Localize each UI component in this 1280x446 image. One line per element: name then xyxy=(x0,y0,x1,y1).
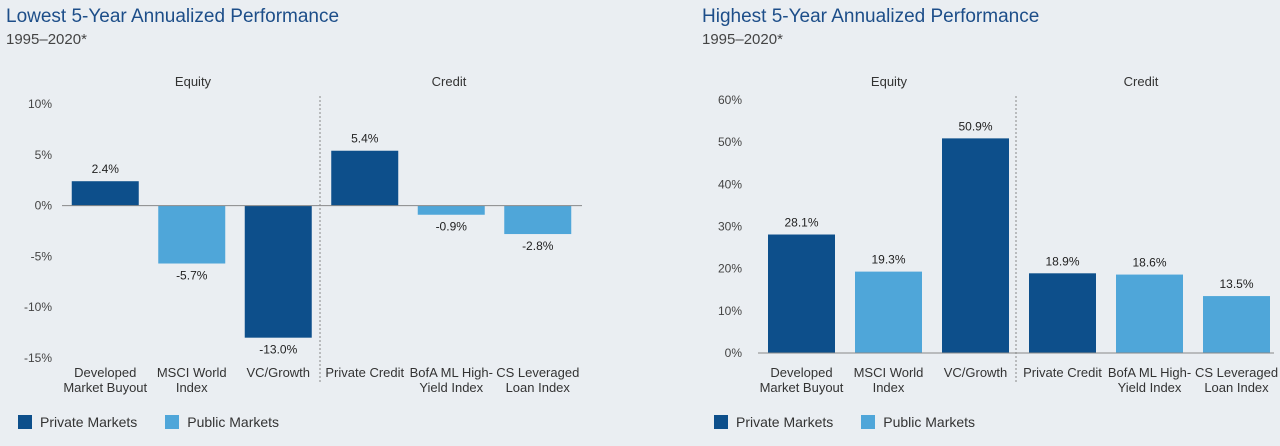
category-label-line: Yield Index xyxy=(419,380,483,395)
category-label-line: MSCI World xyxy=(157,365,227,380)
category-label-line: Loan Index xyxy=(1204,380,1269,395)
category-label: Private Credit xyxy=(325,365,404,380)
chart-legend: Private Markets Public Markets xyxy=(714,414,975,430)
bar xyxy=(942,138,1009,353)
data-label: -2.8% xyxy=(522,239,554,253)
data-label: 19.3% xyxy=(871,253,905,267)
y-tick-label: -5% xyxy=(31,249,53,263)
y-tick-label: 5% xyxy=(35,148,53,162)
data-label: 5.4% xyxy=(351,132,379,146)
category-label-line: BofA ML High- xyxy=(1108,365,1191,380)
legend-item-private: Private Markets xyxy=(18,414,137,430)
y-tick-label: -15% xyxy=(24,351,52,365)
category-label: MSCI World Index xyxy=(854,365,924,395)
bar xyxy=(158,205,226,264)
legend-swatch-private xyxy=(714,415,728,429)
category-label: Private Credit xyxy=(1023,365,1102,380)
data-label: -0.9% xyxy=(436,220,468,234)
data-label: 2.4% xyxy=(92,162,120,176)
category-label-line: BofA ML High- xyxy=(410,365,493,380)
group-label: Equity xyxy=(871,74,908,89)
data-label: 13.5% xyxy=(1219,277,1253,291)
bar xyxy=(768,234,835,353)
category-label: Developed Market Buyout xyxy=(63,365,147,395)
group-label: Credit xyxy=(432,74,467,89)
highest-performance-panel: Highest 5-Year Annualized Performance 19… xyxy=(640,0,1280,446)
legend-label-private: Private Markets xyxy=(40,414,138,430)
category-label-line: VC/Growth xyxy=(246,365,310,380)
data-label: -13.0% xyxy=(259,343,297,357)
category-label-line: Market Buyout xyxy=(760,380,844,395)
bar xyxy=(417,205,485,215)
lowest-performance-chart: 10% 5% 0% -5% -10% -15% Equity Credit 2.4% -5.7% -… xyxy=(24,74,582,395)
legend-item-private: Private Markets xyxy=(714,414,833,430)
category-label-line: Yield Index xyxy=(1118,380,1182,395)
y-tick-label: 50% xyxy=(718,135,742,149)
lowest-performance-panel: Lowest 5-Year Annualized Performance 199… xyxy=(6,6,582,430)
category-label-line: Developed xyxy=(74,365,136,380)
group-label: Credit xyxy=(1124,74,1159,89)
highest-performance-chart: 60% 50% 40% 30% 20% 10% 0% Equity Credit 28.1% 19.… xyxy=(718,74,1278,395)
category-label-line: Private Credit xyxy=(325,365,404,380)
bar xyxy=(1029,273,1096,353)
category-label: BofA ML High-Yield Index xyxy=(1108,365,1191,395)
legend-label-public: Public Markets xyxy=(883,414,976,430)
category-label: VC/Growth xyxy=(246,365,310,380)
category-label-line: VC/Growth xyxy=(944,365,1008,380)
bar xyxy=(1116,274,1183,353)
category-label-line: Developed xyxy=(770,365,832,380)
chart-subtitle: 1995–2020* xyxy=(6,31,87,48)
y-tick-label: 40% xyxy=(718,177,742,191)
y-tick-label: 0% xyxy=(35,199,53,213)
y-tick-label: 0% xyxy=(725,346,743,360)
category-label-line: Index xyxy=(176,380,208,395)
chart-subtitle: 1995–2020* xyxy=(702,31,783,48)
bar xyxy=(1203,296,1270,353)
chart-legend: Private Markets Public Markets xyxy=(18,414,279,430)
category-label: CS Leveraged Loan Index xyxy=(1195,365,1278,395)
data-label: 28.1% xyxy=(784,216,818,230)
y-tick-label: 60% xyxy=(718,93,742,107)
y-tick-label: 10% xyxy=(718,304,742,318)
bar xyxy=(244,205,312,338)
y-tick-label: 10% xyxy=(28,97,52,111)
category-label-line: Loan Index xyxy=(506,380,571,395)
category-label-line: MSCI World xyxy=(854,365,924,380)
category-label-line: CS Leveraged xyxy=(1195,365,1278,380)
category-label: VC/Growth xyxy=(944,365,1008,380)
legend-swatch-private xyxy=(18,415,32,429)
category-label-line: Market Buyout xyxy=(63,380,147,395)
legend-swatch-public xyxy=(861,415,876,429)
data-label: -5.7% xyxy=(176,269,208,283)
bar xyxy=(71,181,139,206)
legend-swatch-public xyxy=(165,415,180,429)
category-label: Developed Market Buyout xyxy=(760,365,844,395)
category-label-line: Index xyxy=(873,380,905,395)
legend-item-public: Public Markets xyxy=(861,414,975,430)
category-label: MSCI World Index xyxy=(157,365,227,395)
category-label: CS Leveraged Loan Index xyxy=(496,365,579,395)
data-label: 50.9% xyxy=(958,119,992,133)
legend-item-public: Public Markets xyxy=(165,414,279,430)
bar xyxy=(331,150,399,206)
bar xyxy=(504,205,572,235)
data-label: 18.9% xyxy=(1045,254,1079,268)
legend-label-private: Private Markets xyxy=(736,414,834,430)
category-label-line: Private Credit xyxy=(1023,365,1102,380)
chart-title: Highest 5-Year Annualized Performance xyxy=(702,6,1040,27)
chart-title: Lowest 5-Year Annualized Performance xyxy=(6,6,340,27)
category-label-line: CS Leveraged xyxy=(496,365,579,380)
y-tick-label: 30% xyxy=(718,220,742,234)
y-tick-label: -10% xyxy=(24,300,52,314)
category-label: BofA ML High-Yield Index xyxy=(410,365,493,395)
bar xyxy=(855,271,922,353)
legend-label-public: Public Markets xyxy=(187,414,280,430)
group-label: Equity xyxy=(175,74,212,89)
data-label: 18.6% xyxy=(1132,256,1166,270)
y-tick-label: 20% xyxy=(718,262,742,276)
